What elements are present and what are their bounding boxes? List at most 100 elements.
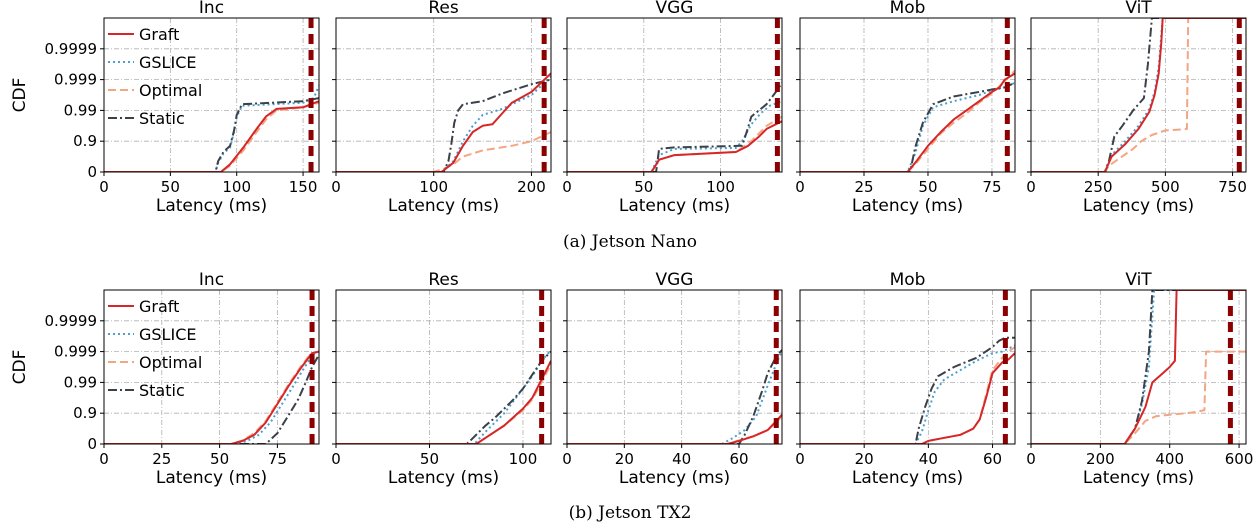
panels: 0 50 100 150 0 0.9 0.99 0.999 0.9999 CDF Inc Latenc… xyxy=(10,0,1253,488)
x-tick-label: 200 xyxy=(517,178,546,196)
row-caption: (a) Jetson Nano xyxy=(563,232,697,252)
series-line-graft xyxy=(336,72,551,172)
x-axis-label: Latency (ms) xyxy=(388,468,499,488)
series-line-optimal xyxy=(1031,350,1246,444)
chart-panel-mob: 0 20 40 60 Mob Latency (ms) xyxy=(795,270,1016,488)
x-tick-label: 0 xyxy=(1026,450,1036,468)
axes-frame xyxy=(1030,289,1247,445)
axes-frame xyxy=(566,17,783,173)
legend: Graft GSLICE Optimal Static xyxy=(108,25,202,128)
legend-label-static: Static xyxy=(139,381,185,400)
x-tick-label: 0 xyxy=(562,450,572,468)
axes-frame xyxy=(799,289,1016,445)
chart-panel-vit: 0 200 400 600 ViT Latency (ms) xyxy=(1026,270,1253,488)
series-line-static xyxy=(800,81,1015,172)
x-tick-label: 600 xyxy=(1225,450,1254,468)
series-line-static xyxy=(1031,18,1246,172)
x-tick-label: 0 xyxy=(795,178,805,196)
series-line-static xyxy=(567,349,782,444)
y-tick-label: 0.999 xyxy=(54,71,97,89)
x-tick-label: 25 xyxy=(152,450,171,468)
x-tick-label: 100 xyxy=(222,178,251,196)
series-line-static xyxy=(104,354,319,444)
plot-area xyxy=(800,290,1015,444)
x-tick-label: 25 xyxy=(854,178,873,196)
x-tick-label: 0 xyxy=(795,450,805,468)
y-tick-label: 0.9 xyxy=(73,132,97,150)
series-line-gslice xyxy=(336,75,551,172)
x-tick-label: 50 xyxy=(210,450,229,468)
x-tick-label: 250 xyxy=(1084,178,1113,196)
plot-area xyxy=(336,290,551,444)
panel-title: Inc xyxy=(199,270,224,290)
series-line-graft xyxy=(104,350,319,444)
series-line-optimal xyxy=(567,415,782,444)
x-axis-label: Latency (ms) xyxy=(156,468,267,488)
legend-label-gslice: GSLICE xyxy=(139,53,196,72)
x-tick-label: 750 xyxy=(1218,178,1247,196)
chart-panel-res: 0 100 200 Res Latency (ms) xyxy=(331,0,552,216)
x-tick-label: 75 xyxy=(982,178,1001,196)
panel-title: Mob xyxy=(890,270,926,290)
series-line-static xyxy=(567,82,782,172)
axes-frame xyxy=(335,17,552,173)
series-line-optimal xyxy=(800,69,1015,172)
legend-label-optimal: Optimal xyxy=(139,353,202,372)
axes-frame xyxy=(799,17,1016,173)
y-tick-label: 0.9999 xyxy=(45,40,98,58)
panel-title: Mob xyxy=(890,0,926,18)
panel-title: VGG xyxy=(656,270,694,290)
chart-panel-vit: 0 250 500 750 ViT Latency (ms) xyxy=(1026,0,1247,216)
series-line-graft xyxy=(1031,290,1246,444)
series-line-graft xyxy=(104,100,319,172)
row-caption: (b) Jetson TX2 xyxy=(569,503,692,523)
x-tick-label: 50 xyxy=(918,178,937,196)
series-line-optimal xyxy=(336,363,551,444)
x-tick-label: 50 xyxy=(161,178,180,196)
series-line-optimal xyxy=(800,346,1015,444)
panel-title: VGG xyxy=(656,0,694,18)
series-line-optimal xyxy=(104,350,319,444)
series-line-graft xyxy=(567,120,782,172)
legend-label-graft: Graft xyxy=(139,297,179,316)
series-line-graft xyxy=(1031,18,1246,172)
series-line-gslice xyxy=(567,349,782,444)
series-line-static xyxy=(1031,290,1246,444)
x-tick-label: 60 xyxy=(729,450,748,468)
x-tick-label: 20 xyxy=(855,450,874,468)
series-line-gslice xyxy=(104,85,319,172)
x-tick-label: 200 xyxy=(1086,450,1115,468)
x-axis-label: Latency (ms) xyxy=(619,468,730,488)
axes-frame xyxy=(1030,17,1247,173)
chart-panel-vgg: 0 50 100 VGG Latency (ms) xyxy=(562,0,783,216)
legend-label-gslice: GSLICE xyxy=(139,325,196,344)
y-tick-label: 0.9 xyxy=(73,404,97,422)
series-line-gslice xyxy=(336,349,551,444)
plot-area xyxy=(104,290,319,444)
legend-label-optimal: Optimal xyxy=(139,81,202,100)
panel-title: Inc xyxy=(199,0,224,18)
axes-frame xyxy=(103,289,320,445)
plot-area xyxy=(104,18,319,172)
legend-label-graft: Graft xyxy=(139,25,179,44)
series-line-optimal xyxy=(336,131,551,172)
plot-area xyxy=(336,18,551,172)
series-line-graft xyxy=(567,414,782,444)
x-tick-label: 0 xyxy=(331,178,341,196)
x-tick-label: 100 xyxy=(419,178,448,196)
series-line-optimal xyxy=(1031,18,1246,172)
y-axis-label: CDF xyxy=(10,78,30,113)
x-tick-label: 75 xyxy=(268,450,287,468)
series-line-static xyxy=(104,97,319,172)
plot-area xyxy=(567,290,782,444)
y-tick-label: 0.9999 xyxy=(45,312,98,330)
x-axis-label: Latency (ms) xyxy=(388,196,499,216)
series-line-gslice xyxy=(800,344,1015,444)
series-line-optimal xyxy=(104,101,319,172)
x-tick-label: 40 xyxy=(672,450,691,468)
x-axis-label: Latency (ms) xyxy=(1083,196,1194,216)
y-tick-label: 0.99 xyxy=(64,101,97,119)
x-axis-label: Latency (ms) xyxy=(156,196,267,216)
axes-frame xyxy=(566,289,783,445)
